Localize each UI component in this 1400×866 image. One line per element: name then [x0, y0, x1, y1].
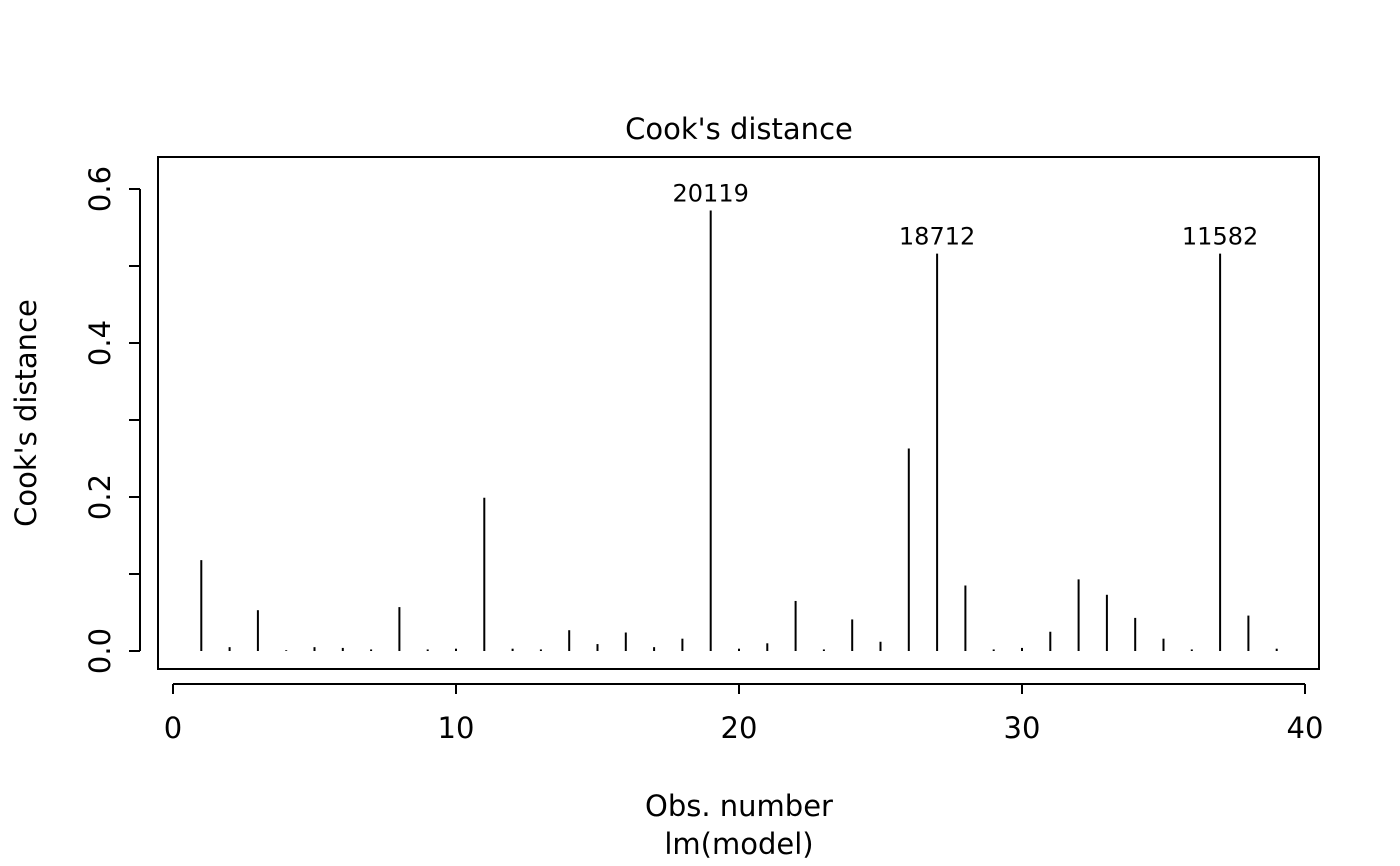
chart-title: Cook's distance	[625, 112, 853, 146]
y-axis: 0.0 0.2 0.4 0.6	[83, 166, 141, 674]
x-tick-label-10: 10	[438, 711, 475, 745]
y-tick-label-0: 0.0	[83, 628, 117, 674]
x-tick-label-20: 20	[721, 711, 758, 745]
y-axis-label: Cook's distance	[9, 299, 43, 527]
chart-subtitle: lm(model)	[664, 827, 813, 861]
bar-label-obs-27: 18712	[899, 223, 975, 251]
plot-frame	[157, 156, 1320, 670]
bar-label-obs-37: 11582	[1182, 223, 1258, 251]
bar-label-obs-19: 20119	[673, 180, 749, 208]
x-tick-label-40: 40	[1287, 711, 1324, 745]
bars-group	[200, 210, 1278, 651]
bar-labels-group: 20119 18712 11582	[673, 180, 1259, 251]
y-tick-label-0.6: 0.6	[83, 166, 117, 212]
x-axis: 0 10 20 30 40	[164, 683, 1324, 745]
x-tick-label-0: 0	[164, 711, 182, 745]
x-axis-label: Obs. number	[645, 789, 833, 823]
y-tick-label-0.2: 0.2	[83, 474, 117, 520]
x-tick-label-30: 30	[1004, 711, 1041, 745]
y-tick-label-0.4: 0.4	[83, 320, 117, 366]
